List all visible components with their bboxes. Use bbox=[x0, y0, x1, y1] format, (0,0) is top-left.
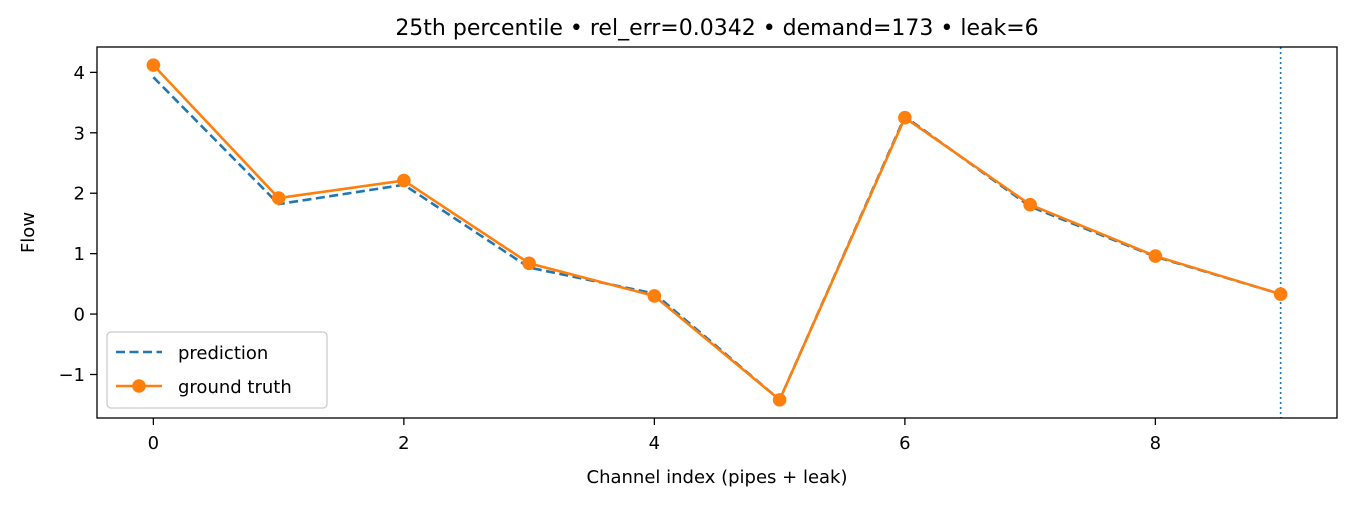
y-axis-label: Flow bbox=[18, 212, 39, 253]
axes-frame bbox=[96, 46, 1338, 419]
x-tick-label: 8 bbox=[1150, 433, 1161, 454]
chart-title: 25th percentile • rel_err=0.0342 • deman… bbox=[395, 16, 1038, 41]
data-point-ground-truth bbox=[1148, 249, 1163, 263]
x-tick-label: 6 bbox=[899, 433, 910, 454]
x-tick-label: 4 bbox=[649, 433, 660, 454]
y-tick-label: 3 bbox=[74, 123, 85, 144]
y-tick-label: 4 bbox=[74, 63, 85, 84]
axes: 0 2 4 6 8 −1 0 1 2 3 4 bbox=[58, 46, 1338, 454]
plot-area bbox=[146, 47, 1288, 418]
legend: prediction ground truth bbox=[106, 331, 328, 409]
data-point-ground-truth bbox=[1273, 287, 1288, 301]
legend-marker-ground-truth bbox=[132, 379, 146, 393]
y-tick-label: 2 bbox=[74, 184, 85, 205]
data-point-ground-truth bbox=[772, 393, 787, 407]
x-axis-label: Channel index (pipes + leak) bbox=[587, 467, 848, 488]
data-point-ground-truth bbox=[898, 110, 912, 125]
series-line-ground-truth bbox=[152, 64, 1282, 402]
data-point-ground-truth bbox=[522, 256, 536, 271]
data-point-ground-truth bbox=[1023, 197, 1037, 212]
x-tick-label: 2 bbox=[398, 433, 409, 454]
legend-label-ground-truth: ground truth bbox=[178, 377, 292, 398]
data-point-ground-truth bbox=[647, 289, 662, 303]
data-point-ground-truth bbox=[397, 173, 411, 188]
data-point-ground-truth bbox=[271, 191, 286, 205]
y-tick-label: −1 bbox=[58, 365, 85, 386]
y-tick-label: 1 bbox=[74, 244, 85, 265]
x-tick-label: 0 bbox=[148, 433, 159, 454]
y-tick-label: 0 bbox=[74, 305, 85, 326]
data-point-ground-truth bbox=[146, 58, 161, 72]
legend-label-prediction: prediction bbox=[178, 343, 268, 364]
